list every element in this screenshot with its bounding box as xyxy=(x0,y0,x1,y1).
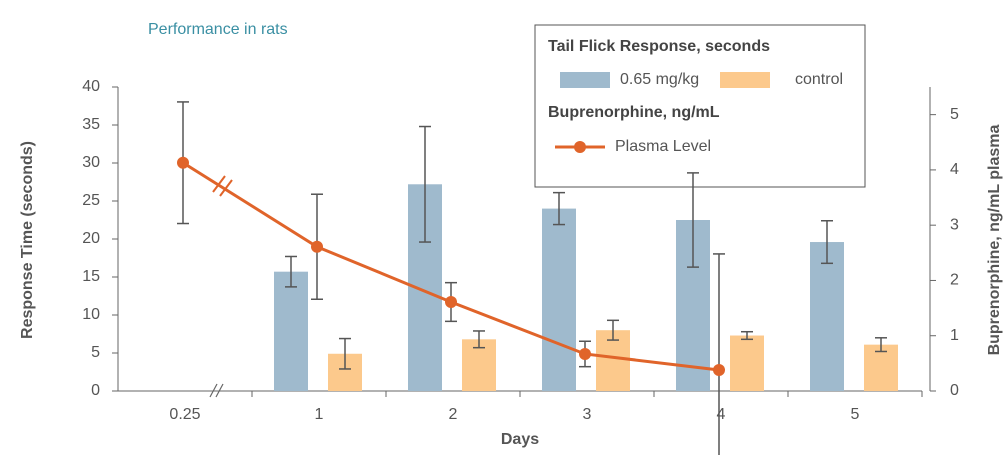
y-tick-label: 15 xyxy=(82,268,100,285)
line xyxy=(183,163,719,370)
y-tick-label: 35 xyxy=(82,116,100,133)
y2-axis-label: Buprenorphine, ng/mL plasma xyxy=(986,124,1003,355)
marker xyxy=(713,364,725,376)
x-tick-label: 2 xyxy=(449,406,458,423)
legend-title: Buprenorphine, ng/mL xyxy=(548,104,720,121)
legend-label: control xyxy=(795,71,843,88)
x-tick-label: 1 xyxy=(315,406,324,423)
marker xyxy=(311,241,323,253)
y-tick-label: 25 xyxy=(82,192,100,209)
legend-title: Tail Flick Response, seconds xyxy=(548,38,770,55)
chart: Performance in rats Days Response Time (… xyxy=(0,0,1008,455)
marker xyxy=(445,296,457,308)
legend-marker xyxy=(574,141,586,153)
bar xyxy=(730,336,764,391)
y2-tick-label: 3 xyxy=(950,216,959,233)
bar xyxy=(810,242,844,391)
x-tick-label: 0.25 xyxy=(169,406,200,423)
x-tick-label: 4 xyxy=(717,406,726,423)
y2-tick-label: 2 xyxy=(950,272,959,289)
legend-swatch xyxy=(720,72,770,88)
x-axis-label: Days xyxy=(501,431,539,448)
chart-title: Performance in rats xyxy=(148,21,288,38)
y2-tick-label: 0 xyxy=(950,382,959,399)
y-tick-label: 5 xyxy=(91,344,100,361)
y-tick-label: 10 xyxy=(82,306,100,323)
y-tick-label: 30 xyxy=(82,154,100,171)
marker xyxy=(579,348,591,360)
bar xyxy=(542,209,576,391)
legend-label: Plasma Level xyxy=(615,138,711,155)
y-tick-label: 40 xyxy=(82,78,100,95)
y2-tick-label: 1 xyxy=(950,327,959,344)
legend-label: 0.65 mg/kg xyxy=(620,71,699,88)
y-axis-label: Response Time (seconds) xyxy=(19,141,36,339)
y2-tick-label: 4 xyxy=(950,161,959,178)
bar xyxy=(274,272,308,391)
y2-tick-label: 5 xyxy=(950,106,959,123)
y-tick-label: 0 xyxy=(91,382,100,399)
legend-swatch xyxy=(560,72,610,88)
marker xyxy=(177,157,189,169)
x-tick-label: 5 xyxy=(851,406,860,423)
x-tick-label: 3 xyxy=(583,406,592,423)
y-tick-label: 20 xyxy=(82,230,100,247)
